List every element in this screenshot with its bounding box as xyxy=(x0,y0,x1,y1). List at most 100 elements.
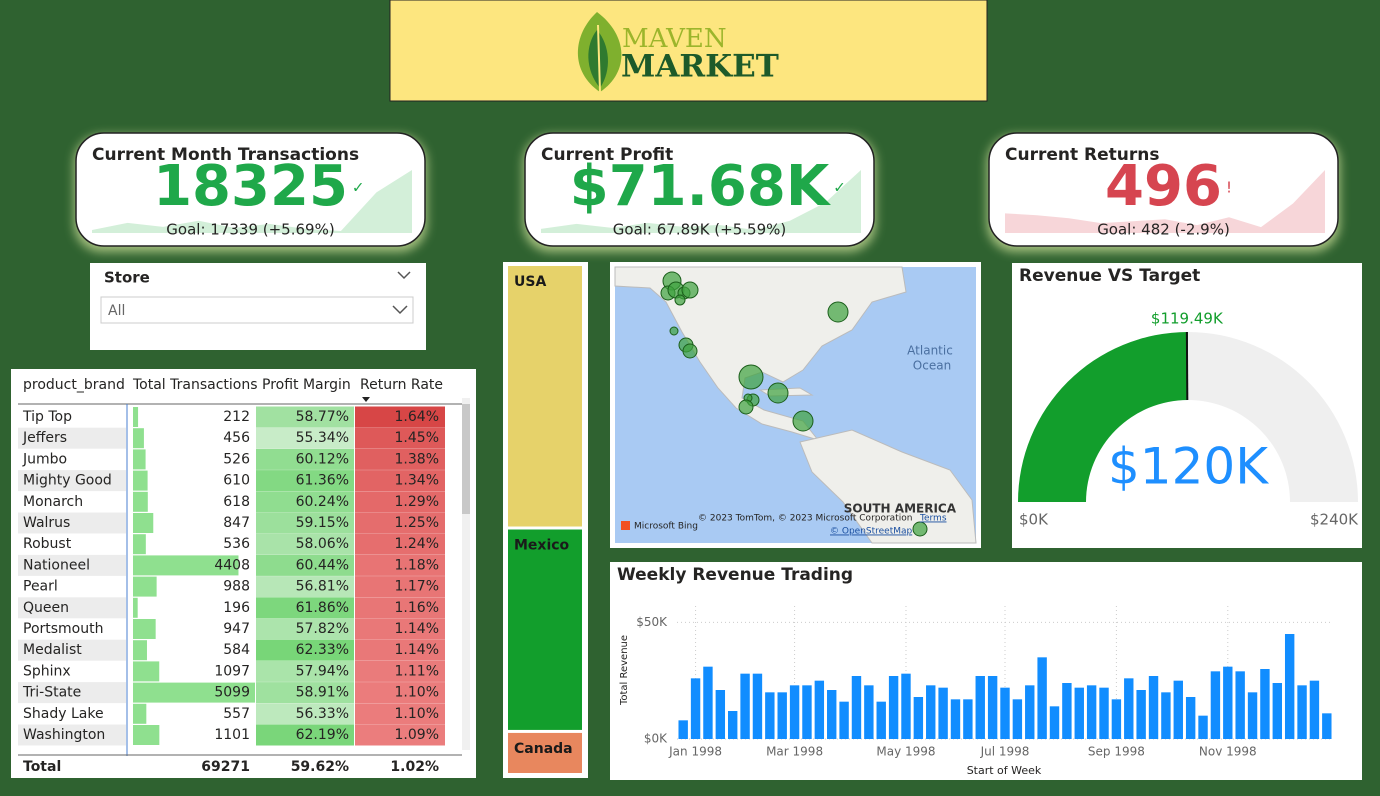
total-cell: 1.02% xyxy=(390,759,439,775)
row-stripe xyxy=(18,639,126,661)
transactions: 4408 xyxy=(214,557,250,573)
x-tick-label: Nov 1998 xyxy=(1199,745,1257,759)
brand: Portsmouth xyxy=(23,621,104,637)
kpi-card xyxy=(524,132,875,247)
bar xyxy=(727,711,738,739)
return-rate: 1.34% xyxy=(395,473,439,489)
row-stripe xyxy=(18,597,126,619)
table-mask xyxy=(11,756,461,778)
bar xyxy=(901,673,911,739)
bar xyxy=(740,673,750,739)
tx-bar xyxy=(133,428,144,449)
kpi-status: ! xyxy=(1226,179,1232,197)
kpi-status: ✓ xyxy=(352,179,365,197)
transactions: 618 xyxy=(223,494,250,510)
transactions: 847 xyxy=(223,515,250,531)
map-label: SOUTH AMERICA xyxy=(844,502,957,516)
x-axis-title: Start of Week xyxy=(967,764,1042,777)
tx-bar xyxy=(133,449,146,470)
row-stripe xyxy=(18,512,126,534)
brand: Pearl xyxy=(23,579,58,595)
bar xyxy=(864,685,874,739)
chevron[interactable] xyxy=(392,305,408,315)
kpi-status: ✓ xyxy=(833,179,846,197)
tx-bar xyxy=(133,491,148,512)
treemap-label: USA xyxy=(514,274,546,290)
sparkline-area xyxy=(1005,170,1325,233)
rate-cell xyxy=(355,576,445,598)
profit-margin: 60.12% xyxy=(296,451,349,467)
x-tick-label: Sep 1998 xyxy=(1088,745,1145,759)
map-label: Atlantic xyxy=(907,344,953,358)
rate-cell xyxy=(355,682,445,704)
transactions: 947 xyxy=(223,621,250,637)
tx-bar xyxy=(133,597,138,618)
total-cell: Total xyxy=(23,759,61,775)
return-rate: 1.14% xyxy=(395,621,439,637)
profit-margin: 60.44% xyxy=(296,557,349,573)
brand: Washington xyxy=(23,727,105,743)
bar xyxy=(963,699,973,739)
brand: Shady Lake xyxy=(23,706,104,722)
margin-cell xyxy=(256,533,354,555)
logo-leaf xyxy=(577,12,622,93)
bar xyxy=(1247,692,1258,739)
transactions: 1101 xyxy=(214,727,250,743)
scroll-thumb[interactable] xyxy=(462,404,470,514)
tx-bar xyxy=(133,407,139,427)
slicer-title: Store xyxy=(104,269,150,287)
map-bubbles[interactable] xyxy=(660,271,928,537)
map-osm[interactable]: © OpenStreetMap xyxy=(830,527,913,537)
target-label: $119.49K xyxy=(1151,310,1224,328)
profit-margin: 60.24% xyxy=(296,494,349,510)
treemap-label: Canada xyxy=(514,741,573,757)
total-cell: 59.62% xyxy=(291,759,349,775)
treemap-cell xyxy=(508,266,582,527)
kpi-card xyxy=(75,132,426,247)
column-header: Return Rate xyxy=(360,377,443,393)
rate-cell xyxy=(355,533,445,555)
return-rate: 1.17% xyxy=(395,579,439,595)
bar xyxy=(938,687,948,739)
bar xyxy=(777,692,787,739)
rate-cell xyxy=(355,724,445,746)
rate-cell xyxy=(355,554,445,576)
rate-cell xyxy=(355,491,445,513)
bar xyxy=(1111,699,1122,739)
scrollbar[interactable] xyxy=(462,398,470,750)
bar xyxy=(814,680,825,739)
brand: Mighty Good xyxy=(23,473,112,489)
transactions: 584 xyxy=(223,642,250,658)
logo-text: MARKET xyxy=(621,49,779,85)
bar xyxy=(1322,713,1332,739)
bar xyxy=(1223,666,1233,739)
sparkline-area xyxy=(92,170,412,233)
bar xyxy=(1025,685,1035,739)
transactions: 196 xyxy=(223,600,250,616)
x-tick-label: Jul 1998 xyxy=(980,745,1030,759)
transactions: 212 xyxy=(223,409,250,425)
chevron[interactable] xyxy=(397,271,411,280)
chart-title: Weekly Revenue Trading xyxy=(617,565,853,585)
brand: Robust xyxy=(23,536,72,552)
sort-indicator[interactable] xyxy=(362,397,370,402)
profit-margin: 56.33% xyxy=(296,706,349,722)
bar xyxy=(1284,634,1295,739)
tx-bar xyxy=(133,534,146,555)
margin-cell xyxy=(256,724,354,746)
slicer-selection[interactable]: All xyxy=(108,303,125,319)
bar xyxy=(1037,657,1047,739)
bing-logo xyxy=(621,521,630,530)
slicer-dropdown[interactable] xyxy=(100,296,414,324)
map-terms[interactable]: Terms xyxy=(919,514,947,524)
row-stripe xyxy=(18,427,126,449)
margin-cell xyxy=(256,512,354,534)
bar xyxy=(1136,690,1146,739)
return-rate: 1.64% xyxy=(395,409,439,425)
rate-cell xyxy=(355,618,445,640)
column-header: product_brand xyxy=(23,377,125,393)
brand: Jeffers xyxy=(22,430,67,446)
gauge-tick-label: $240K xyxy=(1310,511,1359,529)
rate-cell xyxy=(355,703,445,725)
map-land xyxy=(799,429,977,544)
